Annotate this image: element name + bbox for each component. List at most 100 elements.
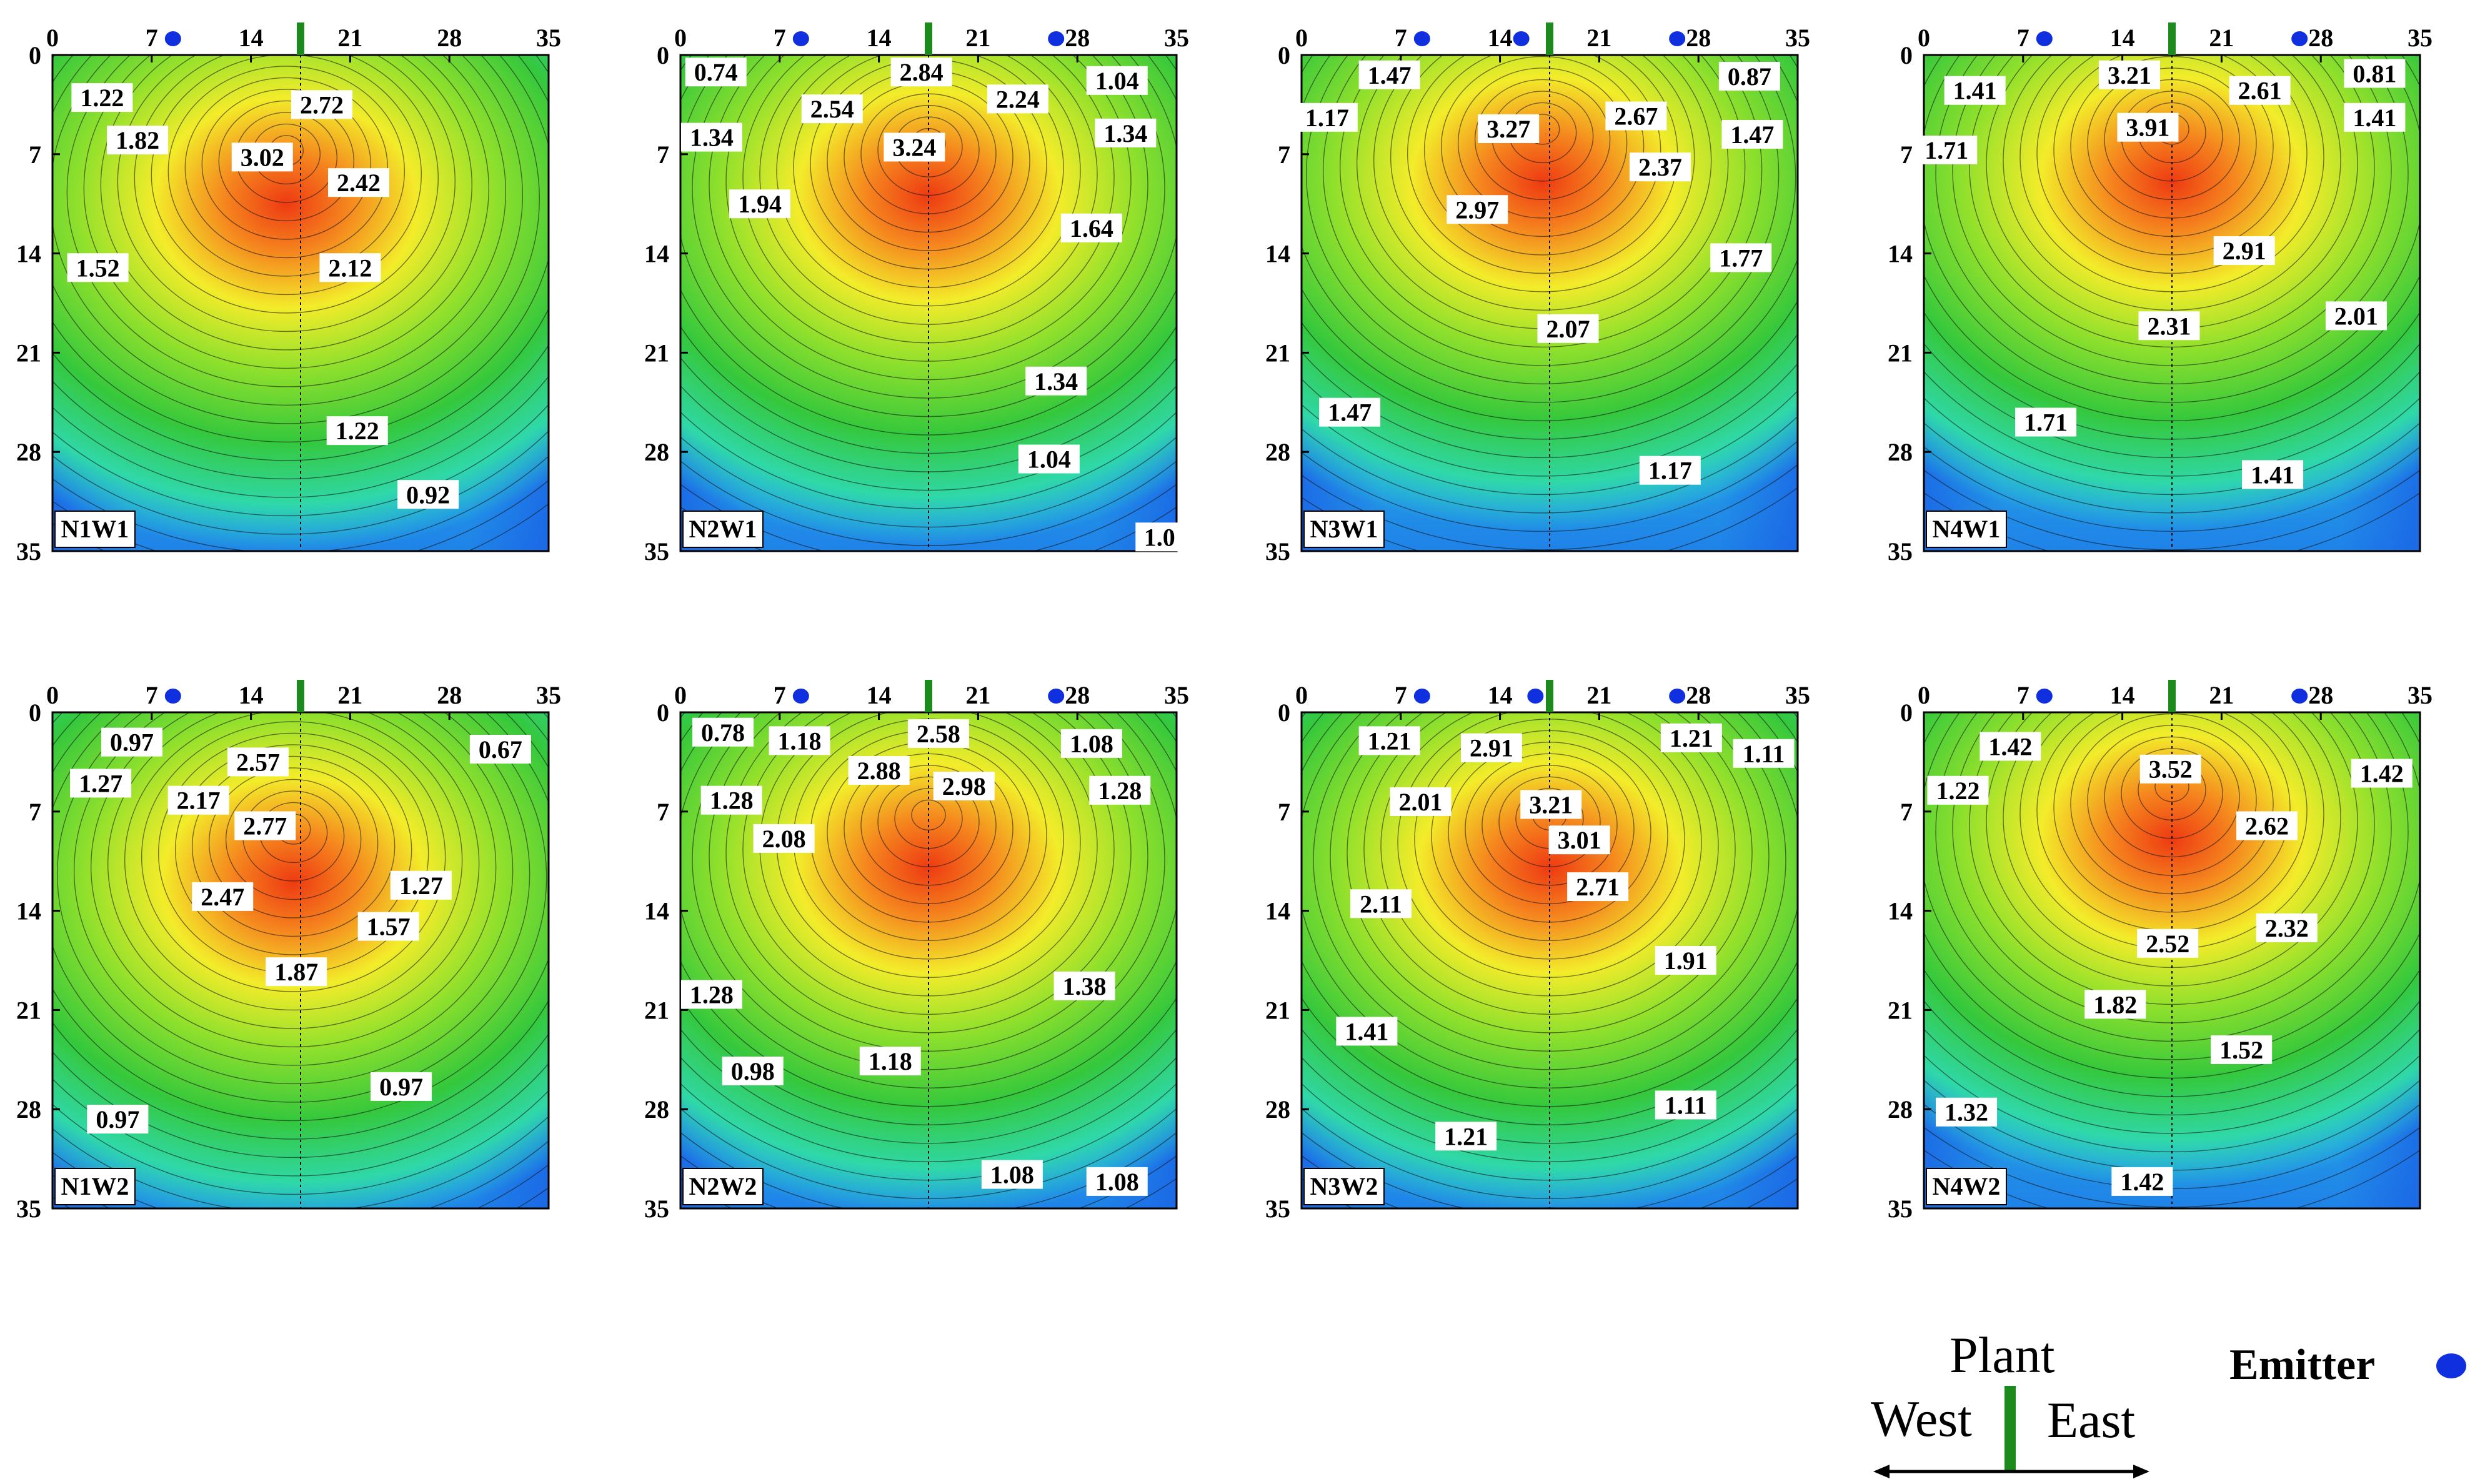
svg-text:2.01: 2.01	[1399, 788, 1443, 816]
contour-line	[57, 712, 530, 1085]
y-tick-label: 14	[16, 240, 41, 268]
legend-emitter-icon	[2436, 1353, 2466, 1378]
emitter-marker	[1413, 31, 1430, 46]
contour-value-label: 1.08	[981, 1160, 1043, 1189]
y-tick-label: 0	[1278, 41, 1290, 69]
svg-text:N1W1: N1W1	[61, 515, 129, 543]
svg-text:2.08: 2.08	[762, 825, 806, 853]
svg-text:1.34: 1.34	[690, 124, 734, 152]
panel-label: N2W2	[682, 1168, 764, 1205]
y-tick-label: 7	[657, 141, 669, 169]
svg-text:1.87: 1.87	[274, 958, 318, 986]
svg-text:1.47: 1.47	[1368, 61, 1412, 89]
plant-marker	[2168, 22, 2176, 55]
contour-value-label: 1.11	[1733, 739, 1795, 768]
x-tick-label: 21	[337, 24, 362, 52]
contour-value-label: 1.42	[2351, 759, 2413, 788]
svg-text:1.71: 1.71	[1925, 136, 1968, 164]
contour-value-label: 1.34	[680, 122, 742, 152]
svg-text:2.98: 2.98	[942, 772, 986, 800]
contour-line	[167, 66, 406, 277]
plant-marker	[1546, 680, 1553, 712]
contour-line	[680, 1056, 1177, 1162]
svg-text:2.84: 2.84	[900, 58, 944, 86]
contour-line	[1302, 55, 1798, 422]
contour-value-label: 1.38	[1053, 971, 1115, 1000]
x-tick-label: 35	[2408, 24, 2433, 52]
svg-text:1.27: 1.27	[79, 769, 122, 797]
y-tick-label: 35	[1888, 537, 1913, 565]
emitter-marker	[1527, 689, 1544, 704]
panel-N1W1: 0 7 14 21 28 35 0 7 14 21 28 35 1.22 2.72 1.82 3.02 2.42…	[16, 22, 561, 565]
contour-value-label: 1.27	[70, 769, 132, 798]
x-tick-label: 35	[536, 24, 561, 52]
contour-value-label: 3.91	[2117, 112, 2179, 142]
contour-value-label: 2.77	[234, 811, 296, 840]
legend-east-label: East	[2047, 1392, 2136, 1448]
contour-value-label: 2.11	[1350, 889, 1412, 919]
emitter-marker	[1413, 689, 1430, 704]
svg-text:1.42: 1.42	[2120, 1168, 2164, 1196]
contour-value-label: 1.57	[357, 912, 419, 941]
plot-area	[1302, 55, 1798, 551]
svg-text:1.28: 1.28	[1098, 777, 1142, 805]
svg-text:2.61: 2.61	[2238, 77, 2282, 105]
contour-value-label: 3.01	[1548, 825, 1610, 855]
contour-line	[1424, 55, 1661, 256]
contour-line	[742, 712, 1115, 1015]
contour-value-label: 1.08	[1060, 729, 1122, 758]
svg-text:3.52: 3.52	[2149, 755, 2193, 784]
contour-value-label: 2.32	[2256, 913, 2318, 942]
svg-text:2.42: 2.42	[337, 169, 381, 197]
x-tick-label: 21	[1586, 681, 1611, 709]
svg-text:1.27: 1.27	[399, 872, 443, 900]
contour-line	[52, 55, 540, 424]
svg-text:1.47: 1.47	[1730, 121, 1774, 149]
contour-value-label: 2.12	[319, 253, 381, 282]
contour-line	[1924, 371, 2420, 477]
x-tick-label: 7	[2017, 681, 2029, 709]
contour-line	[1474, 79, 1611, 201]
contour-value-label: 1.28	[700, 785, 762, 815]
contour-value-label: 2.84	[890, 57, 952, 87]
x-tick-label: 14	[1488, 24, 1513, 52]
emitter-marker	[2291, 31, 2308, 46]
x-tick-label: 14	[1488, 681, 1513, 709]
x-tick-label: 21	[965, 24, 990, 52]
contour-line	[1924, 1000, 2420, 1115]
contour-line	[1302, 55, 1798, 440]
contour-line	[100, 55, 472, 351]
contour-value-label: 0.97	[371, 1072, 432, 1101]
contour-line	[1390, 55, 1695, 292]
svg-text:2.72: 2.72	[300, 91, 344, 119]
contour-value-label: 1.22	[1927, 775, 1989, 805]
contour-line	[52, 430, 549, 535]
contour-line	[1935, 712, 2409, 1042]
contour-value-label: 2.17	[167, 785, 229, 815]
contour-value-label: 2.57	[227, 747, 289, 777]
contour-line	[225, 779, 362, 900]
contour-value-label: 2.54	[801, 94, 863, 124]
svg-text:1.17: 1.17	[1648, 457, 1692, 485]
contour-value-label: 0.92	[397, 480, 459, 509]
svg-text:1.47: 1.47	[1328, 399, 1372, 427]
contour-line	[52, 55, 523, 406]
contour-value-label: 2.37	[1629, 152, 1691, 182]
x-tick-label: 14	[867, 681, 892, 709]
y-tick-label: 35	[644, 1195, 669, 1223]
contour-value-label: 1.11	[1655, 1090, 1716, 1120]
y-tick-label: 7	[29, 141, 41, 169]
contour-value-label: 1.64	[1060, 213, 1122, 242]
contour-line	[1498, 776, 1601, 868]
svg-text:1.34: 1.34	[1103, 119, 1147, 147]
contour-value-label: 3.02	[231, 142, 293, 172]
y-tick-label: 35	[644, 537, 669, 565]
y-tick-label: 0	[29, 41, 41, 69]
svg-text:N4W2: N4W2	[1933, 1172, 2001, 1200]
contour-value-label: 1.41	[2344, 102, 2406, 132]
contour-value-label: 2.24	[987, 84, 1048, 114]
contour-line	[680, 55, 1177, 454]
x-tick-label: 0	[46, 24, 59, 52]
y-tick-label: 28	[1265, 1095, 1290, 1123]
contour-line	[191, 755, 396, 937]
